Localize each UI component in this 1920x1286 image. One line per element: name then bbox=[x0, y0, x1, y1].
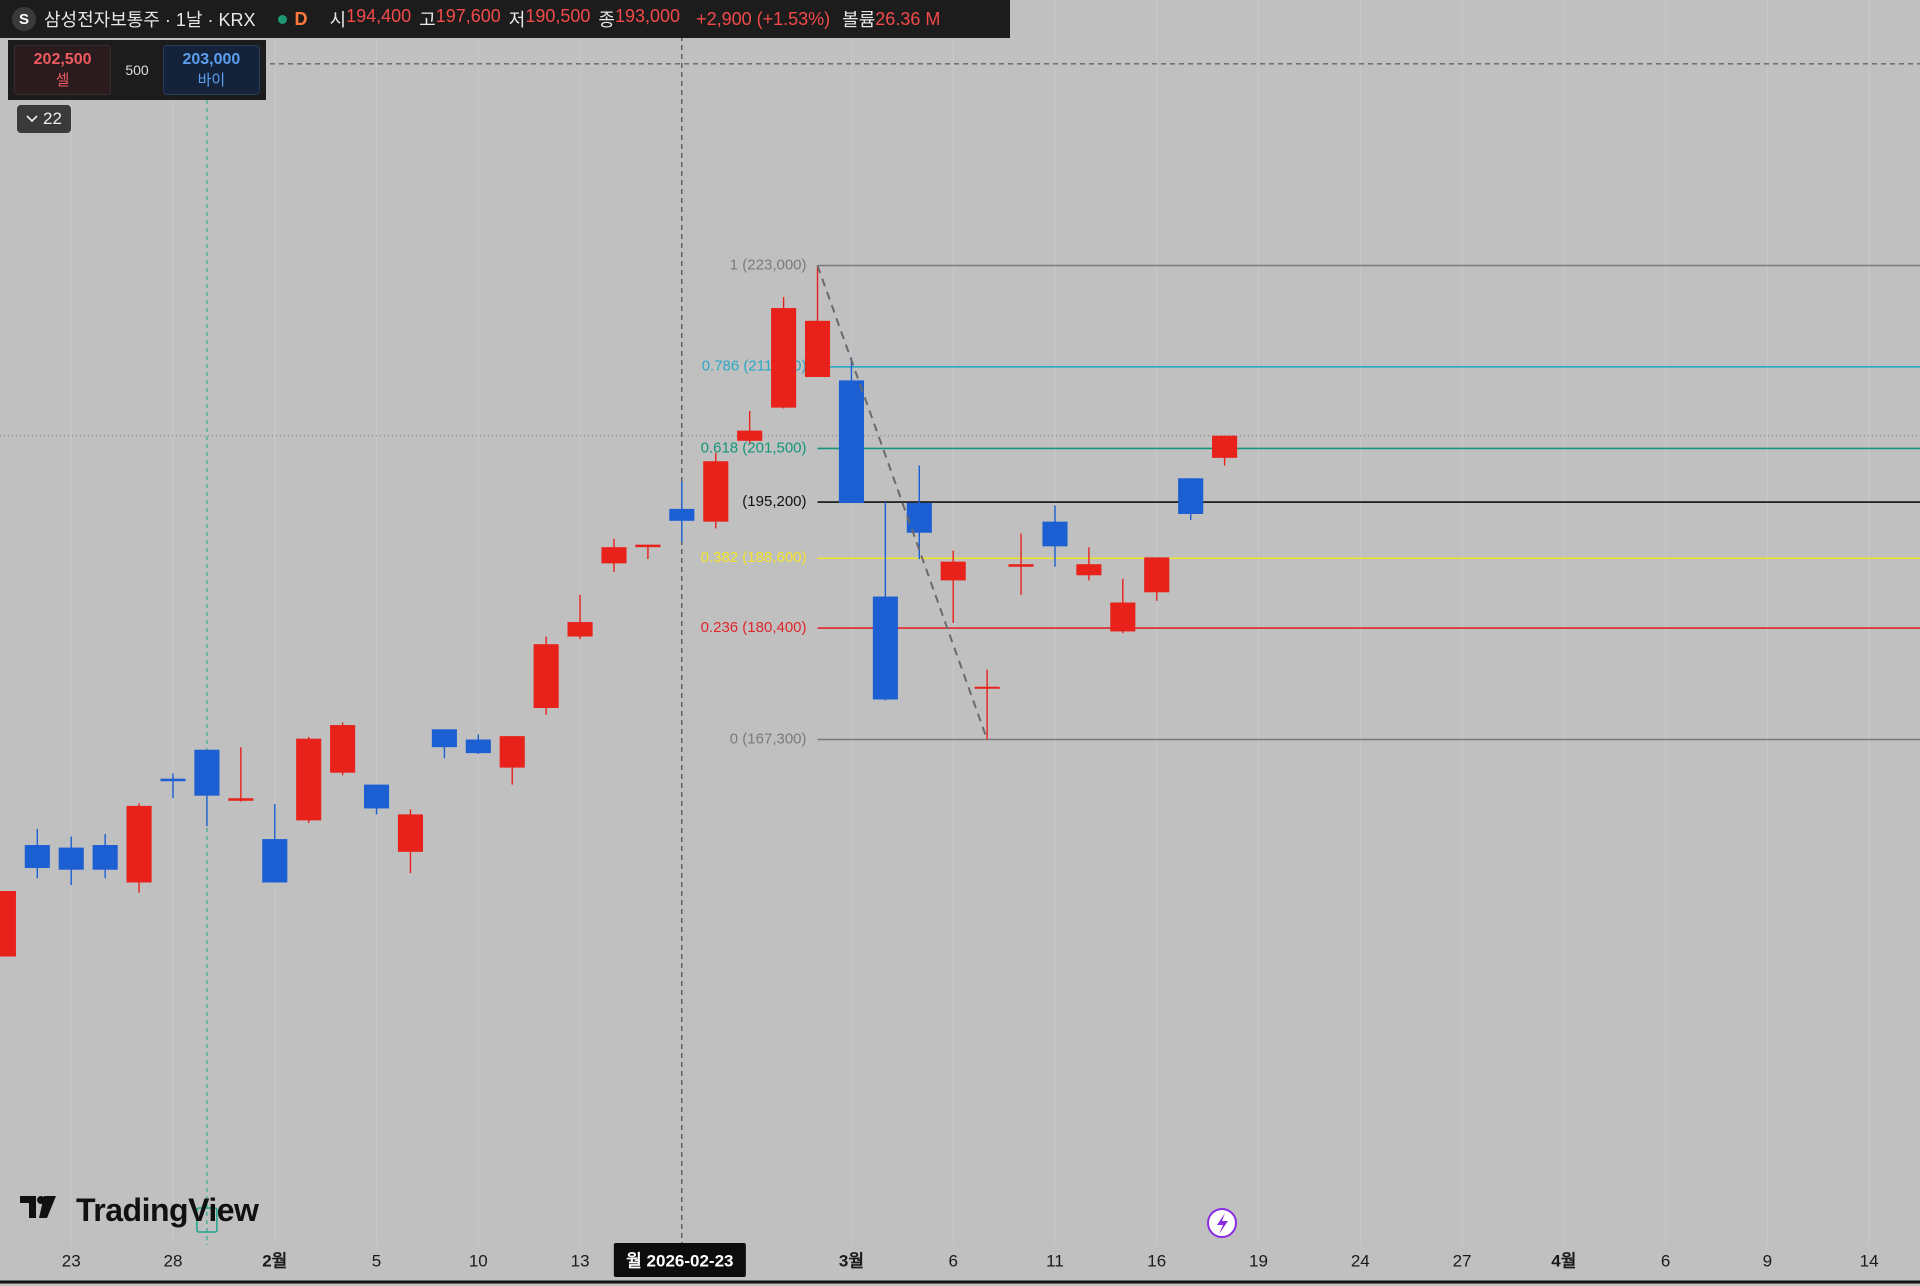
market-status bbox=[277, 14, 287, 24]
candle-body bbox=[974, 686, 1000, 689]
ohlc-value: 193,000 bbox=[614, 6, 681, 26]
sell-button[interactable]: 202,500 셀 bbox=[14, 45, 112, 95]
volume-label: 볼륨 bbox=[842, 10, 876, 30]
symbol-header: S 삼성전자보통주 · 1날 · KRX D 시 194,400 고 197,600… bbox=[0, 0, 1010, 38]
spread: 500 bbox=[125, 62, 149, 78]
volume: 26.36 M bbox=[875, 8, 941, 29]
candle-body bbox=[160, 778, 186, 782]
x-tick-label: 16 bbox=[1147, 1251, 1166, 1270]
candle-body bbox=[601, 547, 627, 564]
order-panel: 202,500 셀 500 203,000 바이 bbox=[8, 40, 266, 100]
interval-badge: D bbox=[294, 8, 308, 29]
indicators-count: 22 bbox=[43, 109, 62, 128]
candle-body bbox=[363, 784, 390, 809]
candle-body bbox=[940, 561, 966, 581]
candle-body bbox=[24, 845, 50, 869]
fib-label: 1 (223,000) bbox=[730, 256, 807, 273]
indicators-toggle[interactable]: 22 bbox=[17, 105, 71, 133]
candle-body bbox=[194, 749, 220, 796]
candle-body bbox=[669, 508, 695, 521]
candle-body bbox=[771, 308, 797, 408]
x-tick-label: 9 bbox=[1763, 1251, 1772, 1270]
candle-body bbox=[1178, 478, 1204, 514]
candle-body bbox=[397, 814, 424, 852]
candle-body bbox=[872, 596, 898, 700]
x-tick-label: 5 bbox=[372, 1251, 381, 1270]
change: +2,900 (+1.53%) bbox=[696, 8, 831, 29]
x-tick-label: 28 bbox=[164, 1251, 183, 1270]
x-tick-label: 23 bbox=[62, 1251, 81, 1270]
candle-body bbox=[296, 738, 322, 821]
x-tick-label: 6 bbox=[948, 1251, 957, 1270]
ohlc-label: 저 bbox=[508, 10, 526, 30]
crosshair-label-box bbox=[613, 1243, 746, 1277]
symbol-title[interactable]: 삼성전자보통주 · 1날 · KRX bbox=[44, 10, 256, 30]
ohlc: 시 194,400 고 197,600 저 190,500 종 193,000 bbox=[330, 6, 681, 32]
candle-body bbox=[262, 839, 288, 883]
fib-label: 0.618 (201,500) bbox=[701, 439, 807, 456]
symbol-icon: S bbox=[12, 7, 36, 31]
ohlc-label: 고 bbox=[419, 10, 436, 30]
candle-body bbox=[533, 644, 559, 709]
x-tick-label: 27 bbox=[1453, 1251, 1472, 1270]
x-tick-label: 13 bbox=[571, 1251, 590, 1270]
x-tick-label: 14 bbox=[1860, 1251, 1879, 1270]
logo-icon bbox=[20, 1195, 56, 1218]
candle-body bbox=[703, 461, 729, 522]
alert-bolt bbox=[1217, 1213, 1228, 1234]
candle-body bbox=[635, 544, 661, 548]
x-tick-label: 2월 bbox=[262, 1251, 287, 1270]
candle-body bbox=[906, 502, 932, 533]
x-tick-label: 3월 bbox=[839, 1251, 864, 1270]
x-tick-label: 4월 bbox=[1551, 1251, 1576, 1270]
candle-body bbox=[58, 847, 84, 870]
candle-body bbox=[465, 739, 491, 754]
fib-label: 0 (167,300) bbox=[730, 730, 807, 747]
candle-body bbox=[1042, 521, 1068, 547]
crosshair-label: 월 2026-02-23 bbox=[626, 1251, 733, 1270]
candle-body bbox=[499, 736, 525, 768]
candle-body bbox=[431, 729, 457, 748]
candle-body bbox=[92, 845, 118, 870]
candle-body bbox=[1110, 602, 1136, 632]
buy-button[interactable]: 203,000 바이 bbox=[162, 45, 260, 95]
candle-body bbox=[0, 890, 16, 957]
candle-body bbox=[1076, 564, 1102, 576]
buy-price: 203,000 bbox=[182, 50, 241, 68]
logo-text: TradingView bbox=[76, 1192, 259, 1228]
candle-body bbox=[1144, 557, 1170, 593]
x-tick-label: 11 bbox=[1046, 1251, 1064, 1270]
fib-label: (195,200) bbox=[742, 493, 806, 510]
ohlc-label: 시 bbox=[329, 10, 347, 30]
x-tick-label: 24 bbox=[1351, 1251, 1370, 1270]
marker-icon bbox=[196, 1207, 218, 1233]
logo: TradingView bbox=[20, 1192, 259, 1229]
candle-body bbox=[1008, 564, 1034, 567]
fib-label: 0.236 (180,400) bbox=[701, 619, 807, 636]
sell-price: 202,500 bbox=[33, 50, 92, 68]
candle-body bbox=[737, 430, 763, 441]
candle-body bbox=[838, 380, 864, 503]
ohlc-value: 190,500 bbox=[525, 6, 591, 26]
ohlc-value: 197,600 bbox=[435, 6, 501, 26]
buy-label: 바이 bbox=[197, 71, 226, 89]
sell-label: 셀 bbox=[55, 71, 70, 89]
candle-body bbox=[330, 725, 356, 773]
candle-body bbox=[1212, 435, 1238, 458]
ohlc-label: 종 bbox=[598, 10, 615, 30]
chevron-icon bbox=[26, 115, 38, 123]
candle-body bbox=[228, 798, 254, 801]
candle-body bbox=[567, 622, 593, 637]
fib-label: 0.382 (188,600) bbox=[701, 549, 807, 566]
x-tick-label: 19 bbox=[1249, 1251, 1268, 1270]
logo-mark bbox=[20, 1194, 66, 1228]
candle-body bbox=[804, 320, 831, 377]
ohlc-value: 194,400 bbox=[346, 6, 412, 26]
x-tick-label: 10 bbox=[469, 1251, 488, 1270]
x-tick-label: 6 bbox=[1661, 1251, 1670, 1270]
candle-body bbox=[126, 805, 152, 883]
